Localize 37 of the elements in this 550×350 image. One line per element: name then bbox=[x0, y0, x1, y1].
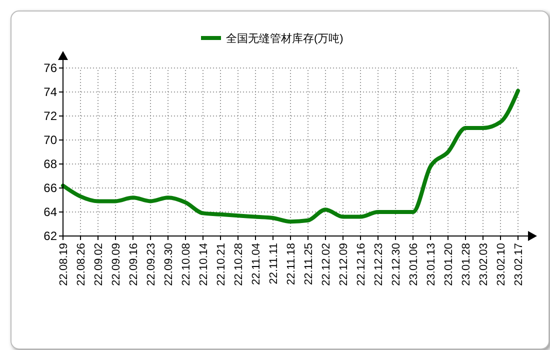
x-tick-label: 22.10.28 bbox=[232, 243, 245, 286]
x-tick-label: 22.09.09 bbox=[110, 243, 122, 286]
x-tick-label: 22.12.23 bbox=[372, 243, 385, 286]
line-series bbox=[61, 88, 520, 224]
y-tick-label: 72 bbox=[44, 109, 58, 124]
y-tick-label: 66 bbox=[44, 181, 58, 196]
y-tick-label: 62 bbox=[44, 229, 58, 244]
x-tick-label: 22.12.02 bbox=[320, 243, 332, 286]
x-tick-label: 22.11.11 bbox=[268, 243, 280, 284]
x-tick-label: 22.12.09 bbox=[338, 243, 350, 286]
x-tick-label: 23.02.17 bbox=[512, 243, 525, 286]
x-tick-label: 22.11.04 bbox=[250, 243, 262, 286]
x-tick-label: 22.09.16 bbox=[128, 243, 140, 286]
y-tick-label: 74 bbox=[44, 85, 58, 100]
x-tick-label: 22.08.19 bbox=[58, 243, 70, 286]
x-tick-label: 22.09.30 bbox=[162, 243, 175, 286]
x-tick-label: 22.08.26 bbox=[75, 243, 88, 286]
x-tick-label: 23.01.13 bbox=[425, 243, 438, 286]
y-tick-label: 64 bbox=[44, 205, 58, 220]
x-tick-label: 22.10.21 bbox=[215, 243, 228, 286]
x-tick-label: 23.01.20 bbox=[442, 243, 455, 286]
y-tick-label: 68 bbox=[44, 157, 58, 172]
x-tick-label: 22.11.18 bbox=[285, 243, 298, 286]
y-tick-label: 76 bbox=[44, 61, 58, 76]
x-tick-label: 22.12.30 bbox=[390, 243, 402, 286]
x-tick-label: 22.12.16 bbox=[355, 243, 368, 286]
x-tick-label: 23.02.10 bbox=[495, 243, 508, 286]
x-tick-label: 22.11.25 bbox=[302, 243, 315, 286]
x-tick-label: 22.09.02 bbox=[92, 243, 105, 286]
y-tick-label: 70 bbox=[44, 133, 58, 148]
x-tick-label: 23.01.28 bbox=[460, 243, 472, 286]
x-tick-label: 22.10.08 bbox=[180, 243, 192, 286]
x-tick-label: 23.02.03 bbox=[478, 243, 490, 286]
x-tick-label: 22.09.23 bbox=[145, 243, 158, 286]
x-tick-label: 22.10.14 bbox=[198, 243, 210, 286]
x-tick-label: 23.01.06 bbox=[408, 243, 420, 286]
legend-label: 全国无缝管材库存(万吨) bbox=[226, 32, 344, 45]
